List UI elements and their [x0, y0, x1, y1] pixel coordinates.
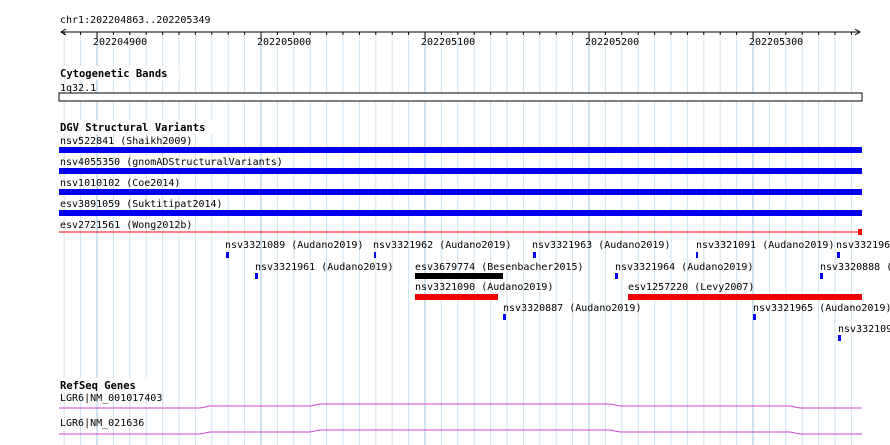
variant-label: esv3679774 (Besenbacher2015) — [415, 262, 584, 273]
variant-feature[interactable] — [226, 252, 229, 258]
variant-label: nsv3321963 (Audano2019) — [532, 240, 670, 251]
variant-end-marker[interactable] — [858, 229, 862, 235]
variant-label: esv1257220 (Levy2007) — [628, 282, 754, 293]
location-label: chr1:202204863..202205349 — [60, 15, 211, 26]
variant-feature[interactable] — [374, 252, 376, 258]
variant-label: esv2721561 (Wong2012b) — [60, 220, 192, 231]
variant-label: nsv3321091 (Audano2019) — [696, 240, 834, 251]
variant-feature[interactable] — [255, 273, 258, 279]
dgv-track: DGV Structural Variants nsv522841 (Shaik… — [59, 120, 890, 341]
variant-label: nsv3321089 (Audano2019) — [225, 240, 363, 251]
variant-feature[interactable] — [820, 273, 823, 279]
variant-feature[interactable] — [59, 210, 862, 216]
track-title: Cytogenetic Bands — [60, 68, 167, 80]
variant-feature[interactable] — [59, 189, 862, 195]
variant-feature[interactable] — [503, 314, 506, 320]
track-title: RefSeq Genes — [60, 380, 136, 392]
variant-label: esv3891059 (Suktitipat2014) — [60, 199, 223, 210]
tick-label: 202205200 — [585, 37, 639, 48]
cytoband-label: 1q32.1 — [60, 83, 96, 94]
variant-label: nsv332109 — [838, 324, 890, 335]
track-title: DGV Structural Variants — [60, 122, 205, 134]
variant-feature[interactable] — [415, 294, 498, 300]
variant-feature[interactable] — [838, 335, 841, 341]
variant-feature[interactable] — [59, 168, 862, 174]
variant-label: nsv3320887 (Audano2019) — [503, 303, 641, 314]
grid-lines — [63, 36, 852, 445]
variant-label: nsv3321965 (Audano2019) — [753, 303, 890, 314]
variant-label: nsv1010102 (Coe2014) — [60, 178, 180, 189]
variant-feature[interactable] — [533, 252, 536, 258]
ruler-ticks — [63, 32, 852, 38]
variant-label: nsv3321962 (Audano2019) — [373, 240, 511, 251]
cytoband-ideogram[interactable] — [58, 92, 863, 102]
gene-label: LGR6|NM_001017403 — [60, 393, 162, 404]
variant-label: nsv3321964 (Audano2019) — [615, 262, 753, 273]
cytoband-track: Cytogenetic Bands 1q32.1 — [58, 66, 863, 102]
variant-label: nsv3320888 ( — [820, 262, 890, 273]
variant-feature[interactable] — [753, 314, 756, 320]
tick-label: 202205300 — [749, 37, 803, 48]
variant-feature[interactable] — [615, 273, 618, 279]
gene-label: LGR6|NM_021636 — [60, 418, 144, 429]
refseq-track: RefSeq Genes LGR6|NM_001017403 LGR6|NM_0… — [59, 378, 862, 435]
variant-feature[interactable] — [59, 147, 862, 153]
variant-feature[interactable] — [696, 252, 698, 258]
variant-label: nsv3321090 (Audano2019) — [415, 282, 553, 293]
tick-label: 202205100 — [421, 37, 475, 48]
variant-feature[interactable] — [415, 273, 503, 279]
variant-label: nsv522841 (Shaikh2009) — [60, 136, 192, 147]
variant-label: nsv4055350 (gnomADStructuralVariants) — [60, 157, 283, 168]
variant-label: nsv332196 — [836, 240, 890, 251]
gene-feature[interactable] — [59, 429, 862, 435]
tick-label: 202204900 — [93, 37, 147, 48]
variant-feature[interactable] — [628, 294, 862, 300]
tick-label: 202205000 — [257, 37, 311, 48]
gene-feature[interactable] — [59, 403, 862, 409]
ruler: chr1:202204863..202205349 202204900 2022… — [60, 15, 861, 48]
arrow-right-icon[interactable] — [854, 28, 861, 36]
variant-label: nsv3321961 (Audano2019) — [255, 262, 393, 273]
variant-feature[interactable] — [837, 252, 840, 258]
